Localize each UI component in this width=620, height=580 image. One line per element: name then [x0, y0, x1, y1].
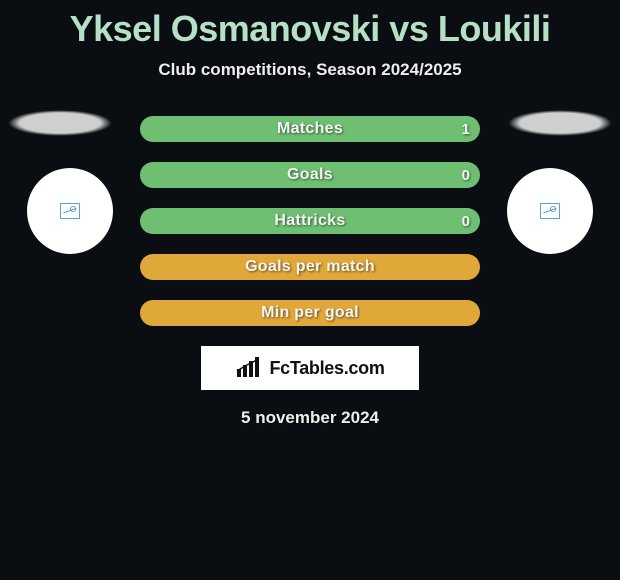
- snapshot-date: 5 november 2024: [0, 408, 620, 428]
- page-title: Yksel Osmanovski vs Loukili: [0, 0, 620, 50]
- stat-bars: Matches 1 Goals 0 Hattricks 0 Goals per …: [140, 116, 480, 326]
- player-shadow-right: [508, 110, 612, 136]
- stat-label: Goals: [287, 166, 333, 184]
- stat-value-right: 0: [462, 167, 470, 184]
- barchart-icon: [235, 357, 263, 379]
- subtitle: Club competitions, Season 2024/2025: [0, 60, 620, 80]
- stat-label: Hattricks: [274, 212, 345, 230]
- stat-value-right: 1: [462, 121, 470, 138]
- stat-label: Matches: [277, 120, 343, 138]
- stat-bar-hattricks: Hattricks 0: [140, 208, 480, 234]
- player-shadow-left: [8, 110, 112, 136]
- stat-value-right: 0: [462, 213, 470, 230]
- stat-label: Goals per match: [245, 258, 375, 276]
- stat-bar-min-per-goal: Min per goal: [140, 300, 480, 326]
- stat-label: Min per goal: [261, 304, 359, 322]
- image-placeholder-icon: [540, 203, 560, 219]
- player-avatar-left: [27, 168, 113, 254]
- image-placeholder-icon: [60, 203, 80, 219]
- player-avatar-right: [507, 168, 593, 254]
- stat-bar-matches: Matches 1: [140, 116, 480, 142]
- branding-badge: FcTables.com: [201, 346, 419, 390]
- stat-bar-goals: Goals 0: [140, 162, 480, 188]
- comparison-stage: Matches 1 Goals 0 Hattricks 0 Goals per …: [0, 116, 620, 428]
- brand-text: FcTables.com: [269, 358, 384, 379]
- stat-bar-goals-per-match: Goals per match: [140, 254, 480, 280]
